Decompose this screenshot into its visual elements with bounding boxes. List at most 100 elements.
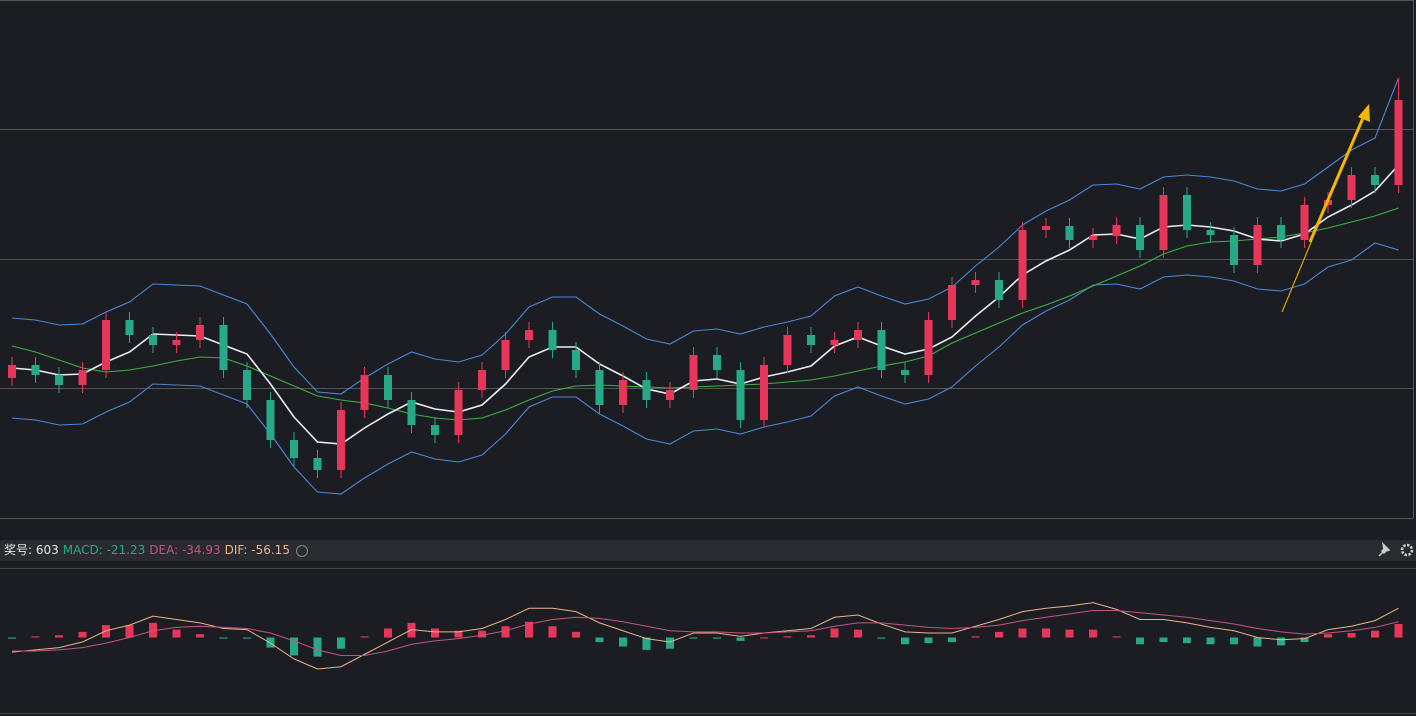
arrow-shaft <box>1308 117 1365 243</box>
macd-bar <box>78 631 87 638</box>
macd-bar <box>877 637 886 639</box>
candle-body <box>1042 226 1050 230</box>
candle-body <box>407 400 416 425</box>
indicator-bar: 奖号: 603 MACD: -21.23 DEA: -34.93 DIF: -56.1… <box>0 540 1416 561</box>
candle-body <box>595 370 604 405</box>
macd-bar <box>1136 637 1144 645</box>
macd-bar <box>478 630 486 638</box>
macd-bar <box>290 637 298 656</box>
candle-body <box>313 458 322 470</box>
candle-body <box>689 355 698 390</box>
macd-bar <box>384 628 392 638</box>
macd-bar <box>1300 637 1309 642</box>
macd-bar <box>1324 634 1332 638</box>
macd-bar <box>595 637 604 642</box>
candle-body <box>1089 236 1097 240</box>
macd-line <box>12 610 1399 656</box>
macd-bar <box>1065 629 1074 638</box>
indicator-label: 奖号: 603 <box>4 543 59 557</box>
candle-body <box>266 400 275 440</box>
macd-bar <box>1253 637 1262 647</box>
macd-bar <box>1277 637 1285 646</box>
candle-body <box>1112 225 1121 236</box>
macd-bar <box>1042 628 1050 638</box>
indicator-line <box>11 242 1399 495</box>
candle-body <box>1230 235 1238 265</box>
macd-bar <box>901 637 909 645</box>
candle-body <box>525 330 533 340</box>
candle-body <box>31 365 40 375</box>
candle-body <box>854 330 862 340</box>
arrow-tail <box>1281 239 1313 313</box>
macd-bar <box>548 626 557 638</box>
candle-body <box>1371 175 1379 185</box>
candle-body <box>1347 175 1356 200</box>
macd-bar <box>572 631 580 638</box>
candle-body <box>478 370 486 390</box>
macd-bar <box>243 637 251 639</box>
macd-bar <box>1394 624 1403 638</box>
macd-bar <box>1371 630 1379 638</box>
candle-body <box>431 425 439 435</box>
candle-body <box>290 440 298 458</box>
macd-bar <box>971 636 980 638</box>
macd-bar <box>149 622 157 638</box>
candle-body <box>55 375 63 385</box>
macd-bar <box>1159 637 1168 642</box>
macd-bar <box>337 637 345 649</box>
help-icon[interactable] <box>295 544 308 557</box>
candle-body <box>1206 230 1215 235</box>
indicator-label: DIF: -56.15 <box>224 543 290 557</box>
macd-bar <box>360 636 369 638</box>
macd-bar <box>995 631 1003 638</box>
macd-bar <box>55 635 63 638</box>
macd-bar <box>431 628 439 638</box>
candle-body <box>736 370 745 420</box>
macd-bar <box>924 637 933 644</box>
macd-bar <box>8 637 16 639</box>
macd-bar <box>454 630 463 638</box>
candle-body <box>971 280 980 285</box>
candle-body <box>1394 100 1403 185</box>
macd-bar <box>219 637 228 639</box>
macd-bar <box>31 636 40 638</box>
macd-bar <box>619 637 627 647</box>
macd-bar <box>172 629 181 638</box>
macd-bar <box>1112 636 1121 638</box>
macd-bar <box>642 637 651 650</box>
candle-body <box>783 335 792 365</box>
macd-bar <box>760 637 768 639</box>
candle-body <box>995 280 1003 300</box>
macd-bar <box>666 637 674 649</box>
candle-body <box>1018 230 1027 300</box>
macd-bar <box>854 629 862 638</box>
indicator-line <box>11 207 1399 421</box>
candle-body <box>1159 195 1168 250</box>
candle-body <box>149 335 157 345</box>
candle-body <box>8 365 16 378</box>
candle-body <box>830 340 839 345</box>
macd-bar <box>807 635 815 638</box>
macd-bar <box>1230 637 1238 645</box>
macd-bar <box>501 626 510 638</box>
indicator-label: MACD: -21.23 <box>62 543 146 557</box>
candle-body <box>713 355 721 370</box>
macd-bar <box>313 637 322 657</box>
candle-body <box>1277 225 1285 240</box>
candle-body <box>642 380 651 400</box>
candle-body <box>125 320 134 335</box>
candle-body <box>1300 205 1309 240</box>
trend-arrow <box>1281 104 1370 313</box>
candle-body <box>1065 226 1074 240</box>
candle-body <box>572 350 580 370</box>
candle-body <box>548 330 557 350</box>
macd-bar <box>196 634 204 638</box>
candle-body <box>219 325 228 370</box>
candle-body <box>619 380 627 405</box>
macd-bar <box>783 636 792 638</box>
candle-body <box>760 365 768 420</box>
candle-body <box>948 285 956 320</box>
macd-bar <box>1089 629 1097 638</box>
